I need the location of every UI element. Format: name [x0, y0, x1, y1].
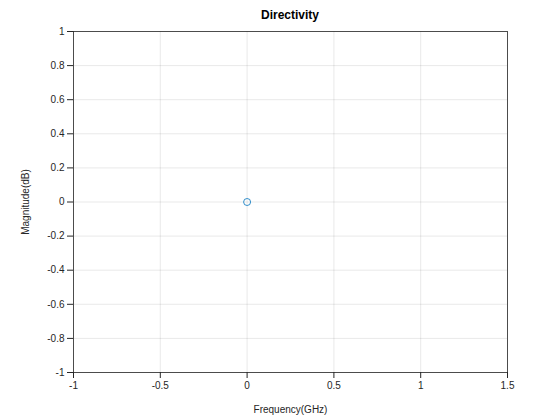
svg-text:Magnitude(dB): Magnitude(dB)	[20, 169, 31, 235]
svg-text:1: 1	[418, 380, 424, 391]
svg-text:-0.6: -0.6	[47, 299, 65, 310]
svg-text:0.4: 0.4	[51, 128, 65, 139]
svg-text:-0.4: -0.4	[47, 264, 65, 275]
svg-text:-0.2: -0.2	[47, 230, 65, 241]
svg-text:-0.8: -0.8	[47, 333, 65, 344]
svg-text:0.2: 0.2	[51, 162, 65, 173]
svg-text:1: 1	[59, 26, 65, 37]
svg-text:0: 0	[59, 196, 65, 207]
svg-text:0: 0	[244, 380, 250, 391]
html-text:Directivity: Directivity	[261, 8, 319, 22]
svg-text:0.5: 0.5	[327, 380, 341, 391]
svg-text:Frequency(GHz): Frequency(GHz)	[254, 404, 328, 415]
svg-text:-1: -1	[56, 367, 65, 378]
svg-text:0.8: 0.8	[51, 60, 65, 71]
svg-text:0.6: 0.6	[51, 94, 65, 105]
svg-text:1.5: 1.5	[501, 380, 515, 391]
svg-text:-0.5: -0.5	[152, 380, 170, 391]
svg-text:-1: -1	[69, 380, 78, 391]
